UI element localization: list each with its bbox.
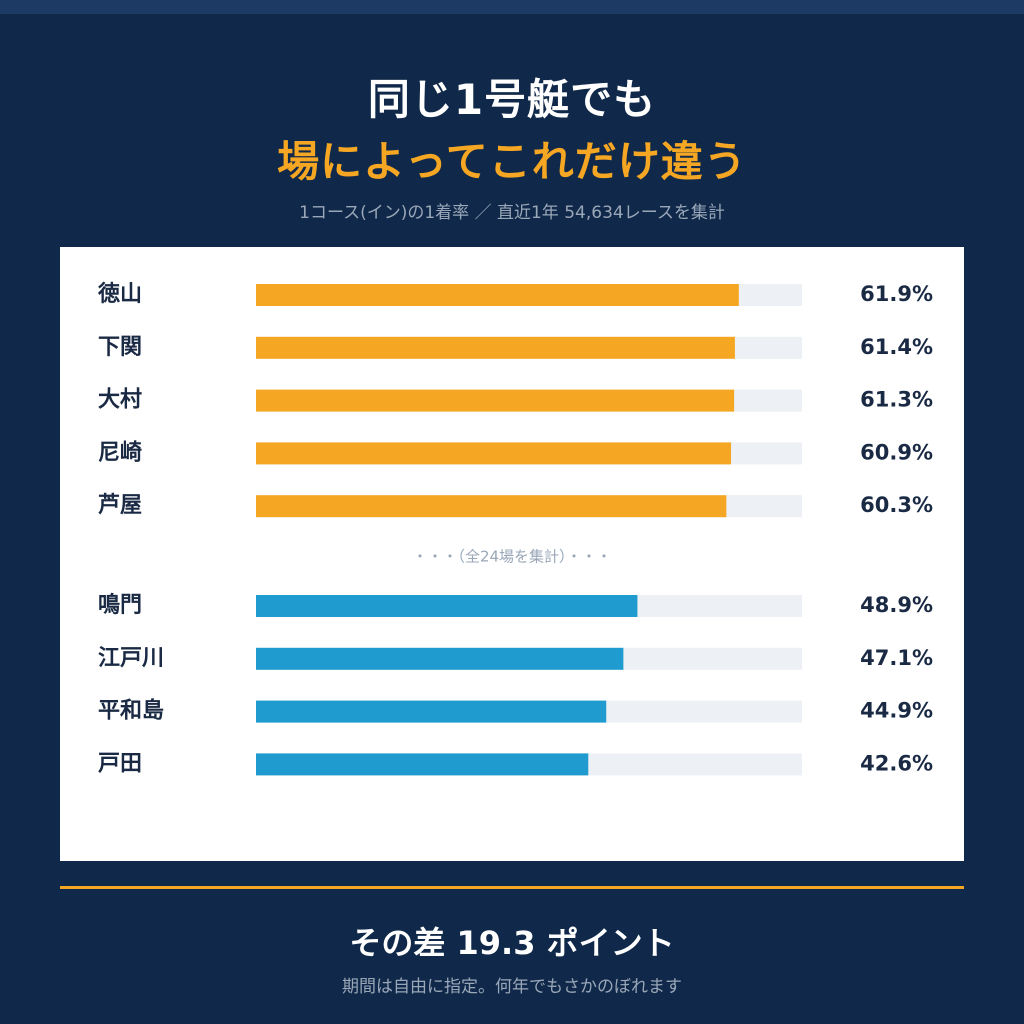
category-label: 徳山 [97, 281, 142, 307]
category-label: 芦屋 [98, 493, 142, 518]
ellipsis-label: ・・・（全24場を集計）・・・ [412, 548, 611, 566]
category-label: 平和島 [98, 698, 164, 724]
value-label: 48.9% [860, 593, 933, 617]
value-label: 44.9% [860, 699, 933, 723]
bar [256, 389, 735, 412]
bar [256, 336, 735, 359]
value-label: 61.4% [860, 335, 933, 359]
value-label: 42.6% [860, 751, 933, 775]
bar-chart: 徳山 61.9% 下関 61.4% 大村 61.3% 尼崎 60.9% 芦屋 60.3% 鳴門 48.… [97, 281, 933, 776]
page-title: 同じ1号艇でも [367, 75, 657, 124]
difference-text: その差 19.3 ポイント [349, 924, 675, 962]
category-label: 鳴門 [98, 593, 142, 618]
page-title-highlight: 場によってこれだけ違う [277, 137, 747, 186]
value-label: 60.3% [860, 493, 933, 517]
category-label: 下関 [98, 335, 142, 360]
bar [256, 595, 638, 617]
top-strip [0, 0, 1024, 14]
bar [256, 700, 607, 723]
page-subtitle: 1コース(イン)の1着率 ／ 直近1年 54,634レースを集計 [299, 203, 725, 223]
divider [60, 886, 964, 889]
category-label: 戸田 [98, 751, 142, 776]
category-label: 大村 [98, 388, 142, 413]
value-label: 60.9% [860, 440, 933, 464]
bar [256, 284, 739, 306]
category-label: 尼崎 [98, 440, 142, 465]
value-label: 61.3% [860, 388, 933, 412]
category-label: 江戸川 [98, 646, 164, 671]
footer-note: 期間は自由に指定。何年でもさかのぼれます [342, 977, 682, 997]
bar [256, 753, 589, 776]
chart-card: 徳山 61.9% 下関 61.4% 大村 61.3% 尼崎 60.9% 芦屋 60.3% 鳴門 48.… [60, 247, 964, 861]
bar [256, 442, 732, 465]
bar [256, 495, 727, 518]
value-label: 47.1% [860, 646, 933, 670]
value-label: 61.9% [860, 282, 933, 306]
bar [256, 647, 624, 670]
